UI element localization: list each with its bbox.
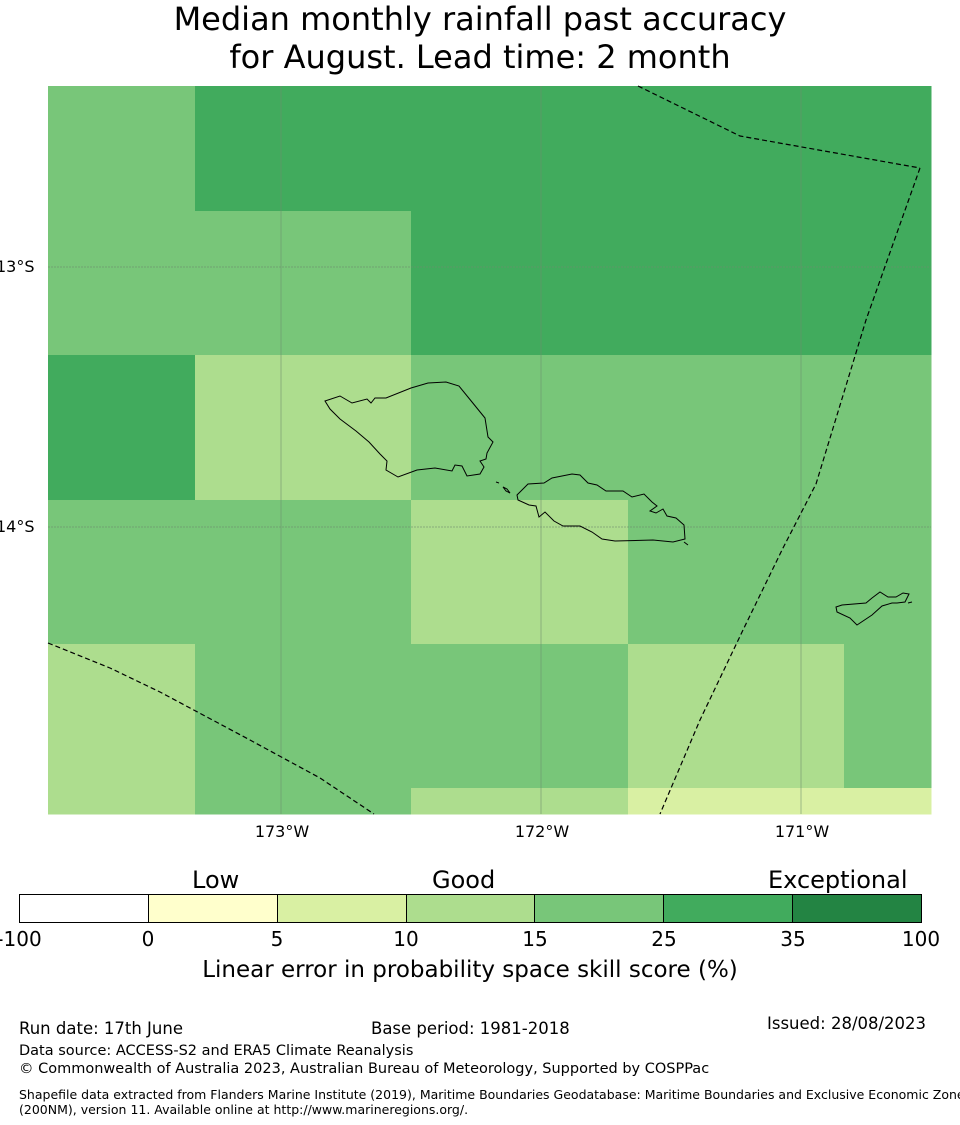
title-line-1: Median monthly rainfall past accuracy	[173, 0, 787, 38]
grid-cell	[411, 644, 520, 789]
islands	[324, 381, 913, 626]
grid-cell	[844, 644, 932, 789]
colorbar-segment	[406, 895, 536, 922]
lon-label-172w: 172°W	[514, 822, 570, 841]
lat-label-13s: 13°S	[0, 257, 35, 276]
grid-cell	[736, 788, 845, 815]
grid-cell	[844, 788, 932, 815]
lon-label-171w: 171°W	[774, 822, 830, 841]
grid-cell	[411, 500, 520, 645]
map-title: Median monthly rainfall past accuracy fo…	[0, 0, 960, 76]
grid-cell	[628, 355, 737, 501]
grid-cell	[195, 644, 304, 789]
grid-cell	[48, 355, 196, 501]
island-apolima	[495, 481, 500, 484]
data-source: Data source: ACCESS-S2 and ERA5 Climate …	[19, 1043, 414, 1059]
grid-cell	[519, 644, 629, 789]
shapefile-credit-line-1: Shapefile data extracted from Flanders M…	[19, 1087, 960, 1102]
grid-cell	[736, 355, 845, 501]
colorbar	[19, 894, 922, 923]
issued-date: Issued: 28/08/2023	[767, 1014, 927, 1033]
grid-cell	[411, 86, 520, 212]
grid-cell	[303, 211, 412, 356]
grid-cell	[844, 211, 932, 356]
skill-grid-cells	[48, 86, 932, 815]
grid-cell	[195, 355, 304, 501]
grid-cell	[628, 500, 737, 645]
colorbar-segment	[148, 895, 278, 922]
grid-cell	[519, 355, 629, 501]
grid-cell	[844, 86, 932, 212]
grid-cell	[195, 86, 304, 212]
colorbar-segment	[793, 895, 922, 922]
eez-boundary-east	[659, 167, 921, 815]
map-gridlines	[48, 86, 931, 814]
colorbar-tick-label: 35	[780, 927, 806, 951]
eez-boundary-west	[47, 642, 375, 815]
grid-cell	[411, 355, 520, 501]
grid-cell	[303, 355, 412, 501]
colorbar-tick-label: 10	[393, 927, 419, 951]
grid-cell	[195, 500, 304, 645]
grid-cell	[736, 86, 845, 212]
colorbar-tick-label: 0	[141, 927, 155, 951]
grid-cell	[628, 644, 737, 789]
grid-cell	[48, 788, 196, 815]
colorbar-segment	[664, 895, 794, 922]
legend-category-low: Low	[192, 866, 240, 894]
grid-cell	[48, 211, 196, 356]
colorbar-segment	[20, 895, 149, 922]
grid-cell	[303, 86, 412, 212]
legend-category-good: Good	[432, 866, 496, 894]
grid-cell	[195, 788, 304, 815]
lat-label-14s: 14°S	[0, 517, 35, 536]
grid-cell	[303, 644, 412, 789]
grid-cell	[303, 788, 412, 815]
colorbar-title: Linear error in probability space skill …	[202, 957, 738, 983]
island-aunuu	[907, 601, 913, 604]
grid-cell	[519, 788, 629, 815]
grid-cell	[736, 211, 845, 356]
copyright: © Commonwealth of Australia 2023, Austra…	[19, 1061, 710, 1077]
skill-map	[47, 85, 932, 815]
grid-cell	[303, 500, 412, 645]
grid-cell	[519, 86, 629, 212]
eez-boundary-north	[637, 85, 921, 169]
title-line-2: for August. Lead time: 2 month	[229, 38, 731, 76]
colorbar-segment	[535, 895, 665, 922]
colorbar-tick-label: 25	[651, 927, 677, 951]
grid-cell	[48, 86, 196, 212]
island-tutuila	[835, 591, 910, 626]
colorbar-tick-label: 100	[901, 927, 941, 951]
grid-cell	[48, 644, 196, 789]
grid-cell	[195, 211, 304, 356]
grid-cell	[736, 500, 845, 645]
grid-cell	[628, 86, 737, 212]
grid-cell	[411, 788, 520, 815]
lon-label-173w: 173°W	[254, 822, 310, 841]
island-savaii	[324, 381, 494, 478]
grid-cell	[844, 355, 932, 501]
eez-boundaries	[47, 85, 921, 815]
grid-cell	[628, 211, 737, 356]
island-manono	[502, 486, 511, 494]
base-period: Base period: 1981-2018	[371, 1019, 570, 1038]
grid-cell	[628, 788, 737, 815]
island-upolu	[516, 473, 686, 543]
grid-cell	[844, 500, 932, 645]
colorbar-segment	[277, 895, 407, 922]
grid-cell	[519, 211, 629, 356]
grid-cell	[411, 211, 520, 356]
grid-cell	[519, 500, 629, 645]
legend-category-exceptional: Exceptional	[768, 866, 908, 894]
shapefile-credit-line-2: (200NM), version 11. Available online at…	[19, 1102, 469, 1117]
colorbar-tick-label: 5	[270, 927, 284, 951]
colorbar-tick-label: -100	[0, 927, 42, 951]
run-date: Run date: 17th June	[19, 1019, 183, 1038]
grid-cell	[736, 644, 845, 789]
colorbar-tick-label: 15	[522, 927, 548, 951]
island-nuutele	[683, 541, 689, 546]
grid-cell	[48, 500, 196, 645]
